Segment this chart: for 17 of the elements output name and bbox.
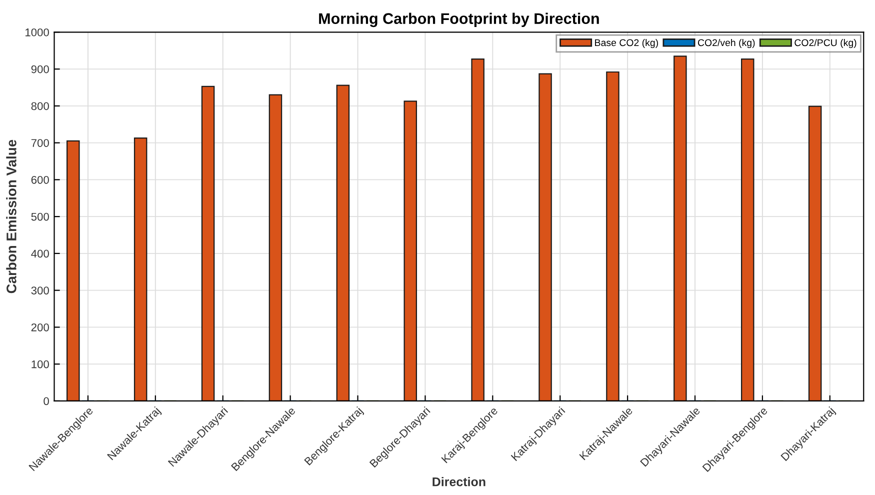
y-tick-label: 600	[31, 176, 49, 184]
legend-label: CO2/PCU (kg)	[794, 38, 856, 48]
x-axis-title: Direction	[432, 477, 486, 486]
y-tick-label: 500	[31, 212, 49, 221]
y-tick-label: 800	[31, 102, 49, 110]
legend-label: Base CO2 (kg)	[595, 38, 658, 48]
y-tick-label: 200	[31, 323, 49, 332]
y-tick-label: 700	[31, 139, 49, 147]
legend-label: CO2/veh (kg)	[698, 38, 755, 48]
chart-title: Morning Carbon Footprint by Direction	[319, 12, 599, 28]
y-tick-label: 0	[44, 397, 49, 406]
y-tick-label: 900	[31, 65, 49, 74]
y-tick-label: 1000	[26, 28, 49, 36]
y-tick-label: 400	[31, 250, 49, 258]
y-axis-title: Carbon Emission Value	[6, 140, 16, 294]
y-tick-label: 300	[31, 286, 49, 294]
y-tick-label: 100	[32, 360, 49, 368]
